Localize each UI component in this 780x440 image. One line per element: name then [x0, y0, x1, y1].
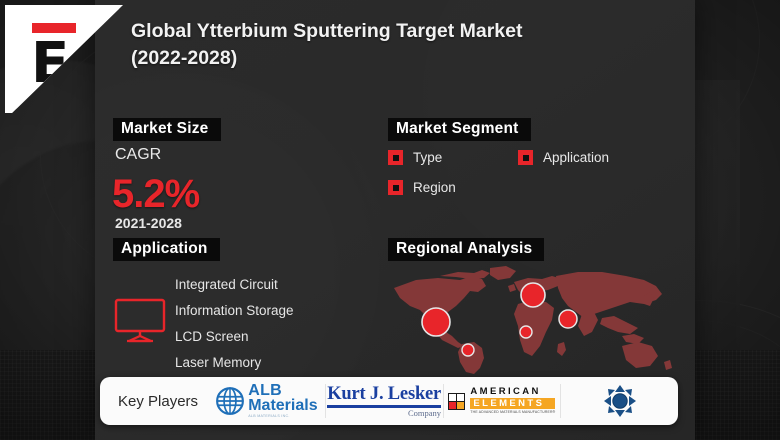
key-player-kurt-j-lesker[interactable]: Kurt J. Lesker Company: [326, 377, 443, 425]
square-bullet-icon: [518, 150, 533, 165]
kjl-logo-line-1: Kurt J. Lesker: [327, 384, 442, 404]
map-marker-middle-east-africa: [519, 325, 533, 339]
square-bullet-icon: [388, 180, 403, 195]
divider: [442, 384, 444, 418]
infographic-card: [95, 0, 695, 440]
key-player-stanford-advanced-materials[interactable]: [561, 377, 678, 425]
map-markers: [421, 282, 578, 357]
square-bullet-icon: [388, 150, 403, 165]
grid-icon: [448, 392, 466, 410]
sphere-arrows-icon: [603, 385, 636, 417]
list-item: LCD Screen: [175, 329, 249, 344]
map-marker-south-america: [461, 343, 475, 357]
segment-item-region: Region: [388, 180, 518, 195]
monitor-icon: [114, 298, 166, 344]
alb-logo-tagline: ALB MATERIALS INC.: [248, 414, 290, 419]
page-title: Global Ytterbium Sputtering Target Marke…: [131, 18, 571, 72]
key-players-label: Key Players: [118, 392, 199, 410]
alb-logo-line-2: Materials: [248, 397, 318, 415]
logo-red-bar: [32, 23, 76, 33]
segment-item-application: Application: [518, 150, 648, 165]
divider: [324, 384, 326, 418]
globe-icon: [216, 387, 245, 415]
market-segment-list: Type Application Region: [388, 150, 648, 210]
kjl-logo-rule: [327, 404, 442, 408]
segment-label: Type: [413, 150, 443, 165]
page-title-line-2: (2022-2028): [131, 47, 238, 69]
alb-logo-line-1: ALB: [248, 382, 283, 400]
list-item: Laser Memory: [175, 355, 262, 370]
card-texture: [95, 0, 695, 440]
key-player-american-elements[interactable]: AMERICAN ELEMENTS THE ADVANCED MATERIALS…: [444, 377, 561, 425]
cagr-period: 2021-2028: [115, 215, 182, 231]
segment-label: Region: [413, 180, 456, 195]
map-marker-europe: [520, 282, 546, 308]
cagr-label: CAGR: [115, 146, 162, 163]
ae-logo-line-2: ELEMENTS: [470, 397, 556, 410]
key-players-bar: Key Players ALB Materials ALB MATERIALS …: [100, 377, 678, 425]
map-marker-north-america: [421, 307, 451, 337]
segment-row: Type Application: [388, 150, 648, 165]
world-map: [386, 262, 676, 374]
market-segment-header: Market Segment: [388, 118, 531, 141]
segment-row: Region: [388, 180, 648, 195]
list-item: Integrated Circuit: [175, 277, 278, 292]
market-size-header: Market Size: [113, 118, 221, 141]
map-marker-asia-pacific: [558, 309, 578, 329]
kjl-logo-line-2: Company: [408, 407, 442, 418]
segment-label: Application: [543, 150, 610, 165]
list-item: Information Storage: [175, 303, 294, 318]
application-header: Application: [113, 238, 220, 261]
ae-logo-line-1: AMERICAN: [470, 386, 541, 398]
page-title-line-1: Global Ytterbium Sputtering Target Marke…: [131, 20, 523, 42]
cagr-value: 5.2%: [112, 172, 200, 216]
regional-analysis-header: Regional Analysis: [388, 238, 545, 261]
divider: [560, 384, 562, 418]
key-player-alb-materials[interactable]: ALB Materials ALB MATERIALS INC.: [208, 377, 325, 425]
application-list: Integrated Circuit Information Storage L…: [175, 272, 294, 376]
ae-logo-tagline: THE ADVANCED MATERIALS MANUFACTURER®: [470, 410, 556, 415]
segment-item-type: Type: [388, 150, 518, 165]
